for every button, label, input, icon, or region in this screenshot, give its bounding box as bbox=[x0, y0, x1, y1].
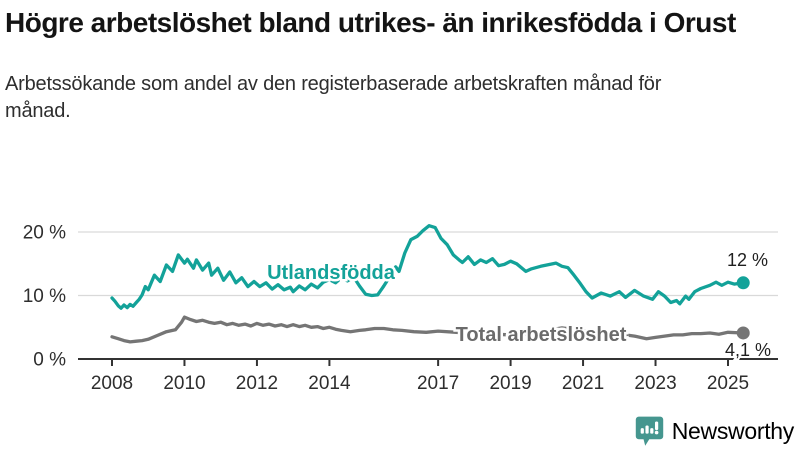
chart-title: Högre arbetslöshet bland utrikes- än inr… bbox=[5, 7, 736, 38]
y-tick-label: 10 % bbox=[23, 286, 66, 307]
x-axis bbox=[78, 358, 778, 366]
series-lines bbox=[110, 224, 750, 344]
exclamation-dot bbox=[654, 430, 659, 435]
y-tick-labels: 0 % 10 % 20 % bbox=[23, 223, 66, 371]
x-tick-label: 2014 bbox=[308, 373, 351, 394]
total-series-label: Total arbetslöshet bbox=[456, 324, 627, 346]
utlandsfodda-series-label: Utlandsfödda bbox=[267, 262, 396, 284]
x-tick-labels: 2008 2010 2012 2014 2017 2019 2021 2023 2025 bbox=[91, 373, 749, 394]
x-tick-label: 2023 bbox=[634, 373, 676, 394]
utlandsfodda-line bbox=[110, 224, 745, 310]
total-end-value: 4,1 % bbox=[725, 340, 771, 360]
x-tick-label: 2021 bbox=[562, 373, 604, 394]
chart-subtitle: Arbetssökande som andel av den registerb… bbox=[5, 73, 662, 122]
utlandsfodda-end-dot bbox=[736, 276, 750, 290]
newsworthy-wordmark: Newsworthy bbox=[671, 418, 795, 444]
bar-3 bbox=[649, 428, 654, 434]
bar-2 bbox=[645, 425, 649, 434]
x-tick-label: 2010 bbox=[163, 373, 205, 394]
speech-bubble-shape bbox=[635, 416, 663, 446]
utlandsfodda-end-value: 12 % bbox=[727, 250, 768, 270]
chart-header: Högre arbetslöshet bland utrikes- än inr… bbox=[5, 6, 797, 125]
x-tick-label: 2019 bbox=[489, 373, 531, 394]
total-line bbox=[110, 315, 745, 344]
bar-1 bbox=[640, 428, 644, 434]
x-tick-label: 2012 bbox=[236, 373, 278, 394]
total-end-dot bbox=[736, 326, 750, 340]
x-tick-label: 2025 bbox=[707, 373, 749, 394]
y-tick-label: 0 % bbox=[33, 350, 66, 371]
newsworthy-logo-icon bbox=[635, 416, 663, 446]
x-tick-label: 2008 bbox=[91, 373, 133, 394]
y-tick-label: 20 % bbox=[23, 223, 66, 244]
newsworthy-logo: Newsworthy bbox=[635, 416, 794, 447]
x-tick-label: 2017 bbox=[417, 373, 459, 394]
exclamation-bar bbox=[654, 421, 658, 431]
